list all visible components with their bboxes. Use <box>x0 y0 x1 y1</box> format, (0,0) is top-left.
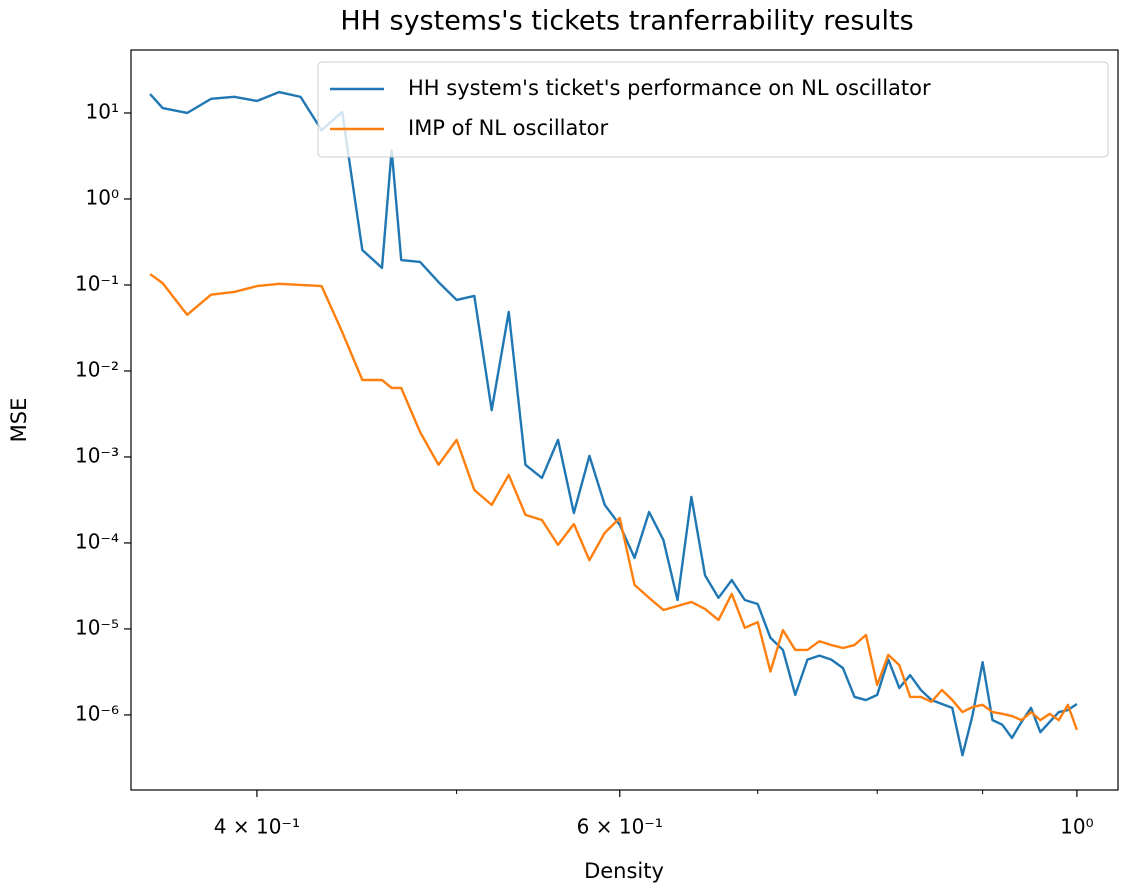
y-axis-label: MSE <box>7 398 31 443</box>
y-tick-label: 10⁻⁶ <box>75 701 119 725</box>
chart-title: HH systems's tickets tranferrability res… <box>340 6 913 37</box>
y-tick-label: 10⁰ <box>86 185 119 209</box>
x-tick-label: 4 × 10⁻¹ <box>214 815 300 839</box>
y-tick-label: 10⁻⁴ <box>75 529 119 553</box>
y-tick-label: 10⁻² <box>75 357 119 381</box>
x-tick-label: 6 × 10⁻¹ <box>577 815 663 839</box>
y-tick-label: 10⁻⁵ <box>75 615 119 639</box>
x-axis-label: Density <box>584 859 664 883</box>
y-tick-label: 10⁻¹ <box>75 271 119 295</box>
legend-box <box>317 61 1109 158</box>
legend-label: HH system's ticket's performance on NL o… <box>408 76 931 100</box>
series-line <box>149 90 1078 757</box>
series-line <box>149 273 1079 731</box>
y-tick-label: 10¹ <box>86 99 119 123</box>
x-tick-label: 10⁰ <box>1060 815 1093 839</box>
legend-label: IMP of NL oscillator <box>408 116 608 140</box>
plot-frame <box>130 49 1119 791</box>
y-tick-label: 10⁻³ <box>75 443 119 467</box>
